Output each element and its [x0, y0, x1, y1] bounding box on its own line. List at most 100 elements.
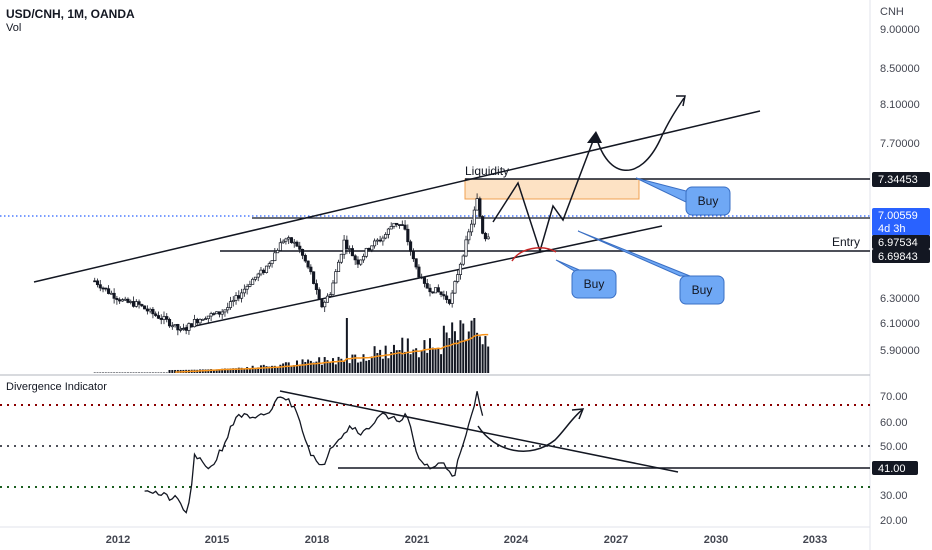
candle-body	[95, 280, 100, 286]
candle-body	[195, 319, 199, 324]
volume-bar	[215, 369, 218, 373]
candle-body	[220, 311, 224, 315]
candle-body	[370, 245, 374, 251]
current-price-text: 7.00559	[878, 210, 918, 222]
time-tick: 2027	[604, 534, 628, 546]
candle-body	[276, 250, 280, 254]
candle-body	[331, 282, 335, 295]
candle-body	[345, 239, 349, 250]
candle-body	[148, 308, 152, 312]
volume-bar	[160, 372, 163, 373]
indicator-tick: 70.00	[880, 391, 908, 403]
volume-bar	[301, 359, 304, 373]
candle-body	[262, 269, 266, 273]
volume-bar	[368, 360, 371, 373]
candle-body	[475, 198, 479, 211]
candle-body	[270, 260, 274, 265]
candle-body	[184, 328, 188, 331]
volume-bar	[440, 354, 443, 373]
candle-body	[436, 287, 440, 293]
buy-callout-1[interactable]: Buy	[635, 177, 731, 216]
volume-bar	[340, 358, 343, 373]
volume-bar	[126, 372, 129, 373]
buy-callout-label: Buy	[692, 283, 713, 297]
candle-body	[145, 308, 149, 312]
candle-body	[453, 281, 457, 294]
projection-curve[interactable]	[595, 97, 685, 171]
candle-body	[442, 294, 446, 297]
candle-body	[337, 261, 341, 272]
indicator-trendline[interactable]	[279, 390, 679, 473]
volume-bar	[151, 372, 154, 373]
candle-body	[118, 299, 122, 302]
symbol-title[interactable]: USD/CNH, 1M, OANDA	[6, 7, 135, 21]
candle-body	[287, 237, 291, 240]
candle-body	[173, 324, 177, 327]
candle-body	[295, 241, 299, 247]
indicator-title[interactable]: Divergence Indicator	[6, 381, 107, 393]
candle-body	[478, 198, 482, 217]
buy-callout-2[interactable]: Buy	[555, 259, 617, 299]
price-axis: 9.00000 8.50000 8.10000 7.70000 6.30000 …	[880, 24, 920, 357]
candle-body	[314, 283, 318, 290]
candle-body	[201, 319, 205, 321]
candle-body	[400, 224, 404, 226]
volume-bar	[287, 362, 290, 373]
candle-body	[228, 301, 233, 308]
candle-body	[367, 247, 371, 251]
candle-body	[384, 234, 388, 239]
channel-upper-line[interactable]	[33, 110, 761, 283]
volume-bar	[212, 369, 215, 373]
volume-bar	[293, 365, 296, 373]
candle-body	[342, 239, 346, 255]
candle-body	[217, 311, 221, 315]
resistance-price-tag: 7.34453	[872, 172, 930, 187]
volume-bar	[282, 363, 285, 373]
time-tick: 2018	[305, 534, 329, 546]
candle-body	[112, 292, 116, 299]
candle-body	[361, 255, 366, 261]
liquidity-zone[interactable]	[464, 178, 640, 200]
volume-bar	[110, 372, 113, 373]
candle-body	[406, 228, 410, 243]
volume-bar	[113, 372, 116, 373]
volume-bar	[229, 368, 232, 373]
candle-body	[417, 266, 421, 278]
volume-bar	[246, 367, 249, 373]
candle-body	[143, 305, 147, 310]
volume-bar	[323, 357, 326, 373]
candle-body	[120, 299, 124, 302]
volume-bar	[132, 372, 135, 373]
candle-body	[281, 240, 285, 244]
candle-body	[215, 311, 219, 315]
candle-body	[126, 298, 130, 303]
liquidity-label: Liquidity	[465, 164, 509, 178]
candle-body	[392, 222, 396, 227]
time-tick: 2024	[504, 534, 529, 546]
volume-bar	[121, 372, 124, 373]
candle-body	[159, 317, 163, 320]
time-tick: 2012	[106, 534, 130, 546]
candle-body	[433, 287, 438, 294]
candle-body	[226, 307, 230, 311]
candle-body	[458, 263, 463, 275]
volume-bar	[406, 338, 409, 373]
volume-bar	[356, 362, 359, 373]
volume-bar	[259, 365, 262, 373]
volume-bar	[248, 368, 251, 373]
volume-ma-line	[175, 333, 489, 373]
candle-body	[397, 224, 402, 226]
volume-bar	[284, 362, 287, 373]
indicator-level-tag: 41.00	[872, 461, 918, 475]
projection-path[interactable]	[492, 132, 597, 254]
buy-callout-3[interactable]: Buy	[577, 230, 725, 305]
volume-bars	[93, 318, 490, 373]
candle-body	[198, 319, 202, 324]
volume-bar	[365, 360, 368, 373]
indicator-projection-curve[interactable]	[477, 409, 583, 452]
volume-bar	[162, 372, 165, 373]
volume-bar	[373, 346, 376, 373]
candle-body	[170, 325, 174, 328]
candle-body	[464, 239, 468, 257]
